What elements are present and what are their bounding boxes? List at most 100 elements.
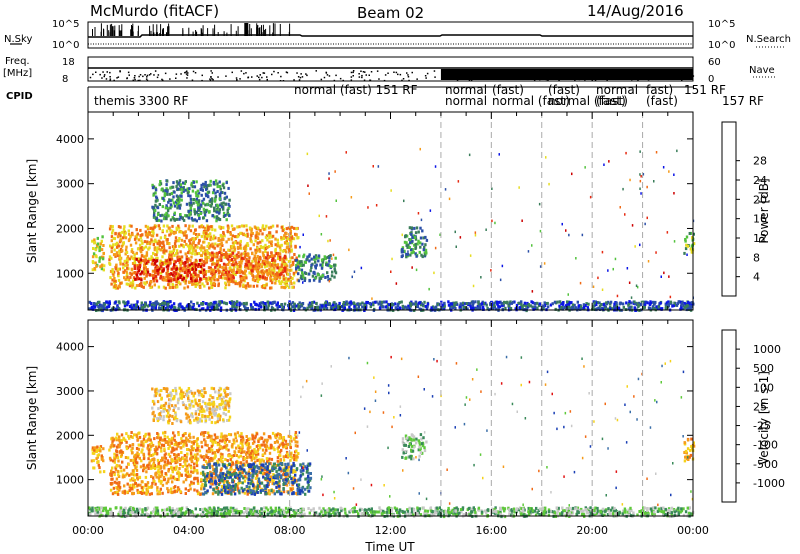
power-echo-cell: [198, 206, 201, 210]
cpid-segment-14: 157 RF: [722, 94, 764, 108]
power-scatter-cell: [597, 276, 599, 280]
velocity-echo-cell: [137, 453, 140, 457]
power-echo-cell: [595, 303, 598, 307]
power-echo-cell: [259, 305, 263, 309]
power-echo-cell: [288, 300, 291, 304]
velocity-echo-cell: [282, 458, 286, 462]
power-echo-cell: [679, 300, 682, 304]
velocity-echo-cell: [268, 451, 272, 455]
power-echo-cell: [213, 206, 216, 210]
power-echo-cell: [164, 216, 168, 220]
power-echo-cell: [283, 256, 287, 260]
power-echo-cell: [151, 186, 155, 190]
velocity-echo-cell: [156, 486, 159, 490]
power-echo-cell: [124, 231, 127, 235]
power-echo-cell: [212, 275, 215, 279]
power-echo-cell: [546, 301, 549, 305]
power-echo-cell: [110, 235, 114, 239]
nave-dot: [335, 74, 337, 77]
power-echo-cell: [230, 300, 234, 304]
power-scatter-cell: [668, 275, 670, 278]
power-echo-cell: [98, 305, 101, 309]
power-echo-cell: [254, 307, 257, 311]
power-echo-cell: [627, 307, 630, 311]
power-echo-cell: [269, 279, 272, 283]
power-scatter-cell: [539, 229, 542, 233]
velocity-echo-cell: [156, 470, 160, 474]
velocity-echo-cell: [257, 444, 260, 447]
velocity-echo-cell: [260, 436, 263, 440]
power-echo-cell: [531, 301, 535, 305]
velocity-echo-cell: [245, 476, 248, 480]
power-echo-cell: [169, 272, 173, 276]
power-echo-cell: [553, 300, 557, 304]
power-echo-cell: [154, 274, 158, 278]
power-echo-cell: [231, 245, 234, 249]
power-echo-cell: [224, 286, 227, 290]
freq-tick-bottom: 8: [62, 74, 68, 85]
power-echo-cell: [165, 259, 168, 263]
velocity-echo-cell: [172, 475, 175, 479]
power-echo-cell: [158, 303, 162, 307]
power-echo-cell: [217, 217, 220, 220]
power-echo-cell: [424, 304, 427, 308]
power-echo-cell: [215, 210, 219, 214]
power-scatter-cell: [320, 233, 323, 236]
power-echo-cell: [216, 244, 219, 248]
velocity-echo-cell: [111, 492, 115, 496]
cpid-segment-6: normal (fast): [492, 94, 570, 108]
nave-dot: [387, 72, 389, 74]
power-echo-cell: [125, 282, 128, 286]
power-scatter-cell: [468, 153, 471, 157]
power-echo-cell: [201, 302, 204, 305]
velocity-echo-cell: [150, 454, 153, 457]
power-echo-cell: [193, 212, 197, 216]
power-echo-cell: [584, 304, 587, 307]
power-echo-cell: [295, 227, 298, 231]
power-echo-cell: [356, 302, 360, 306]
power-echo-cell: [177, 239, 180, 243]
power-echo-cell: [291, 256, 294, 260]
velocity-echo-cell: [144, 434, 147, 438]
power-echo-cell: [144, 261, 148, 265]
power-echo-cell: [186, 187, 189, 191]
power-echo-cell: [234, 282, 237, 286]
power-echo-cell: [274, 263, 277, 267]
power-echo-cell: [412, 250, 415, 254]
power-echo-cell: [194, 268, 198, 272]
power-echo-cell: [442, 305, 446, 309]
power-echo-cell: [162, 198, 166, 202]
velocity-echo-cell: [282, 445, 285, 449]
power-echo-cell: [309, 302, 313, 306]
velocity-echo-cell: [109, 458, 112, 462]
power-echo-cell: [294, 232, 297, 236]
power-echo-cell: [119, 225, 122, 229]
cpid-strip: themis 3300 RF normal (fast) 151 RF norm…: [87, 83, 764, 112]
velocity-echo-cell: [185, 438, 188, 442]
velocity-echo-cell: [119, 465, 123, 469]
power-echo-cell: [210, 254, 213, 258]
power-echo-cell: [205, 234, 208, 238]
power-echo-cell: [190, 243, 194, 247]
nave-dot: [142, 75, 144, 78]
power-echo-cell: [216, 306, 219, 310]
nave-dot: [692, 75, 695, 77]
power-echo-cell: [184, 230, 187, 234]
velocity-echo-cell: [160, 479, 163, 483]
power-echo-cell: [116, 235, 120, 239]
power-echo-cell: [264, 247, 268, 250]
power-echo-cell: [175, 202, 179, 206]
power-echo-cell: [205, 270, 208, 273]
station-title: McMurdo (fitACF): [90, 2, 219, 20]
power-echo-cell: [216, 255, 219, 259]
power-echo-cell: [152, 306, 155, 310]
power-echo-cell: [380, 300, 384, 304]
power-echo-cell: [249, 247, 252, 251]
power-echo-cell: [285, 232, 288, 236]
power-echo-cell: [278, 269, 281, 273]
nave-dot: [145, 78, 148, 80]
power-echo-cell: [497, 304, 500, 308]
power-echo-cell: [675, 303, 679, 307]
power-echo-cell: [244, 269, 247, 273]
power-echo-cell: [230, 258, 234, 261]
